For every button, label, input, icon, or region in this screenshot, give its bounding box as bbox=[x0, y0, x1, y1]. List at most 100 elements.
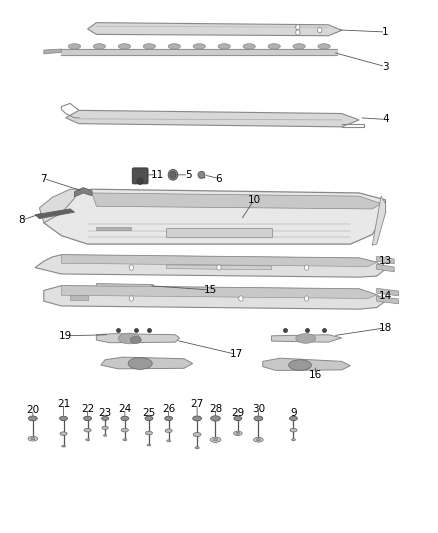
Polygon shape bbox=[377, 264, 394, 272]
Text: 23: 23 bbox=[99, 408, 112, 417]
Ellipse shape bbox=[218, 44, 230, 49]
Circle shape bbox=[296, 25, 300, 30]
Ellipse shape bbox=[243, 44, 255, 49]
Circle shape bbox=[304, 296, 309, 301]
Text: 26: 26 bbox=[162, 404, 175, 414]
Text: 30: 30 bbox=[252, 404, 265, 414]
Text: 4: 4 bbox=[382, 115, 389, 124]
Text: 27: 27 bbox=[191, 399, 204, 409]
Text: 15: 15 bbox=[204, 285, 217, 295]
Ellipse shape bbox=[198, 171, 205, 178]
Ellipse shape bbox=[296, 334, 315, 343]
Text: 25: 25 bbox=[142, 408, 155, 417]
Ellipse shape bbox=[93, 44, 106, 49]
Polygon shape bbox=[44, 189, 385, 244]
Ellipse shape bbox=[166, 440, 170, 442]
Ellipse shape bbox=[68, 44, 81, 49]
Polygon shape bbox=[377, 288, 399, 296]
Ellipse shape bbox=[165, 416, 173, 421]
Text: 28: 28 bbox=[209, 404, 222, 414]
Ellipse shape bbox=[289, 360, 311, 370]
Polygon shape bbox=[96, 334, 180, 343]
Polygon shape bbox=[96, 284, 153, 288]
Text: 13: 13 bbox=[379, 256, 392, 266]
Polygon shape bbox=[35, 209, 74, 219]
Ellipse shape bbox=[211, 416, 220, 421]
Circle shape bbox=[318, 27, 322, 33]
Ellipse shape bbox=[236, 432, 240, 434]
Polygon shape bbox=[372, 196, 385, 245]
Text: 20: 20 bbox=[26, 406, 39, 415]
Ellipse shape bbox=[210, 437, 221, 442]
Ellipse shape bbox=[193, 44, 205, 49]
Ellipse shape bbox=[193, 432, 201, 437]
Text: 22: 22 bbox=[81, 404, 94, 414]
Ellipse shape bbox=[137, 178, 143, 184]
Circle shape bbox=[129, 296, 134, 301]
Ellipse shape bbox=[145, 416, 153, 421]
Ellipse shape bbox=[195, 447, 199, 449]
Ellipse shape bbox=[292, 439, 296, 441]
Ellipse shape bbox=[145, 431, 152, 435]
Text: 3: 3 bbox=[382, 62, 389, 71]
Ellipse shape bbox=[234, 416, 242, 421]
Ellipse shape bbox=[121, 416, 129, 421]
Polygon shape bbox=[61, 286, 377, 298]
Ellipse shape bbox=[84, 416, 92, 421]
Ellipse shape bbox=[168, 169, 178, 180]
Text: 7: 7 bbox=[40, 174, 47, 183]
Ellipse shape bbox=[86, 439, 90, 441]
Ellipse shape bbox=[254, 437, 263, 442]
Ellipse shape bbox=[318, 44, 330, 49]
Polygon shape bbox=[166, 228, 272, 237]
Ellipse shape bbox=[60, 432, 67, 435]
Ellipse shape bbox=[28, 416, 37, 421]
Ellipse shape bbox=[61, 445, 65, 447]
Polygon shape bbox=[263, 358, 350, 370]
Ellipse shape bbox=[233, 431, 242, 435]
Polygon shape bbox=[92, 193, 381, 209]
Text: 17: 17 bbox=[230, 350, 243, 359]
Polygon shape bbox=[377, 296, 399, 304]
FancyBboxPatch shape bbox=[132, 168, 148, 184]
Circle shape bbox=[296, 30, 300, 35]
Text: 21: 21 bbox=[57, 399, 70, 409]
Text: 9: 9 bbox=[290, 408, 297, 417]
Ellipse shape bbox=[168, 44, 180, 49]
Ellipse shape bbox=[102, 416, 109, 421]
Ellipse shape bbox=[128, 358, 152, 369]
Ellipse shape bbox=[170, 171, 176, 178]
Polygon shape bbox=[39, 189, 79, 223]
Ellipse shape bbox=[147, 444, 151, 446]
Ellipse shape bbox=[143, 44, 155, 49]
Circle shape bbox=[129, 265, 134, 270]
Ellipse shape bbox=[290, 429, 297, 432]
Text: 6: 6 bbox=[215, 174, 223, 183]
Text: 29: 29 bbox=[231, 408, 244, 417]
Text: 1: 1 bbox=[382, 27, 389, 37]
Polygon shape bbox=[272, 335, 342, 342]
Ellipse shape bbox=[123, 439, 127, 441]
Polygon shape bbox=[88, 22, 342, 36]
Polygon shape bbox=[44, 286, 385, 309]
Circle shape bbox=[304, 265, 309, 270]
Text: 5: 5 bbox=[185, 170, 192, 180]
Text: 14: 14 bbox=[379, 291, 392, 301]
Ellipse shape bbox=[31, 438, 35, 440]
Ellipse shape bbox=[165, 429, 172, 433]
Polygon shape bbox=[166, 265, 272, 270]
Text: 24: 24 bbox=[118, 404, 131, 414]
Text: 19: 19 bbox=[59, 331, 72, 341]
Ellipse shape bbox=[102, 426, 108, 430]
Ellipse shape bbox=[84, 429, 91, 432]
Ellipse shape bbox=[256, 439, 261, 441]
Polygon shape bbox=[96, 227, 131, 230]
Ellipse shape bbox=[193, 416, 201, 421]
Ellipse shape bbox=[213, 439, 218, 441]
Ellipse shape bbox=[103, 434, 107, 437]
Polygon shape bbox=[44, 49, 61, 54]
Text: 10: 10 bbox=[247, 195, 261, 205]
Polygon shape bbox=[70, 295, 88, 300]
Ellipse shape bbox=[268, 44, 280, 49]
Ellipse shape bbox=[131, 337, 141, 343]
